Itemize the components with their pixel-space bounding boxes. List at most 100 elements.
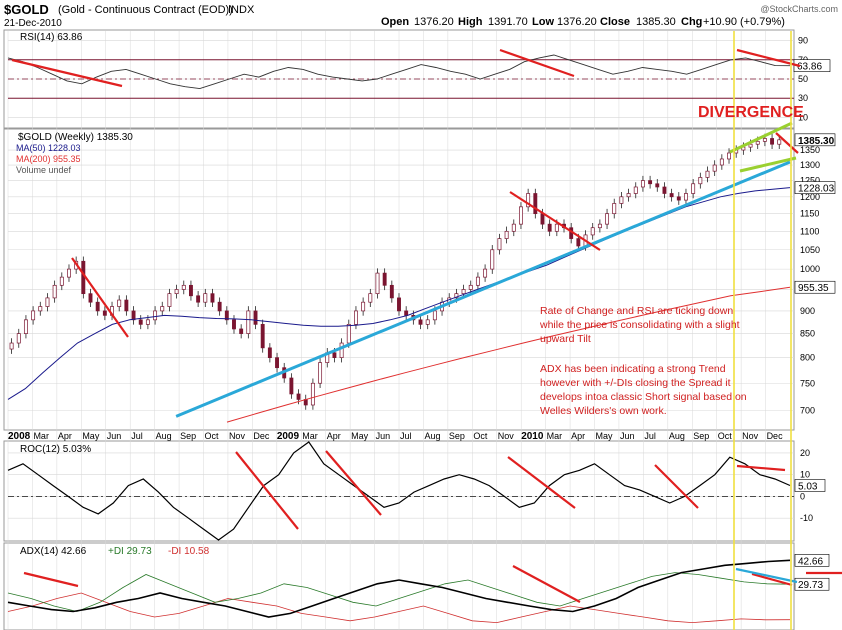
candle-body: [483, 268, 488, 278]
candle-body: [418, 319, 423, 325]
annotation-divergence-line: [509, 191, 601, 251]
candle-body: [389, 284, 394, 299]
annotation-divergence-line: [71, 257, 129, 338]
x-axis-label: Sep: [693, 431, 709, 441]
candle-body: [669, 193, 674, 198]
adx-last-label-box: [794, 554, 830, 567]
annotation-divergence-line: [507, 456, 576, 509]
candle-body: [145, 319, 150, 325]
ohlc-open-label: Open: [381, 16, 409, 28]
annotation-divergence-line: [235, 451, 299, 530]
candle-body: [95, 301, 100, 312]
candle-body: [31, 310, 36, 321]
candle-body: [540, 213, 545, 225]
adx-line: [7, 559, 791, 618]
candle-body: [310, 382, 315, 406]
watermark: @StockCharts.com: [760, 4, 838, 14]
ohlc-close-label: Close: [600, 16, 630, 28]
candle-body: [275, 357, 279, 369]
candle-body: [224, 310, 229, 321]
rsi-last-label-box: [793, 59, 831, 72]
candle-body: [102, 310, 107, 316]
candle-body: [404, 310, 409, 316]
roc-last-label: 5.03: [798, 481, 818, 492]
ohlc-high-label: High: [458, 16, 483, 28]
rsi-title: RSI(14) 63.86: [20, 32, 83, 43]
candle-body: [368, 293, 373, 303]
candle-body: [770, 138, 775, 145]
support-trendline: [175, 160, 791, 418]
candle-body: [23, 319, 28, 334]
candle-body: [9, 342, 14, 350]
ohlc-chg-label: Chg: [681, 16, 702, 28]
candle-body: [648, 180, 653, 185]
x-axis-label: Nov: [498, 431, 515, 441]
candle-body: [748, 143, 753, 148]
candle-body: [361, 301, 366, 312]
candle-body: [267, 347, 272, 358]
candle-body: [160, 306, 165, 312]
annotation-divergence-line: [11, 58, 123, 88]
candle-body: [296, 393, 301, 400]
candle-body: [727, 152, 731, 160]
ohlc-close: 1385.30: [636, 16, 676, 28]
x-axis-label: May: [596, 431, 614, 441]
candle-body: [719, 158, 724, 166]
x-axis-label: 2008: [8, 431, 31, 442]
x-axis-label: Nov: [742, 431, 759, 441]
candle-body: [210, 293, 215, 303]
x-axis-label: Dec: [253, 431, 270, 441]
price-tick-label: 1050: [800, 245, 820, 255]
note2-line2: however with +/-DIs closing the Spread i…: [540, 377, 731, 389]
x-axis-label: Oct: [718, 431, 733, 441]
ohlc-low: 1376.20: [557, 16, 597, 28]
x-axis-label: Apr: [571, 431, 585, 441]
adx-last-label-box: [794, 577, 830, 591]
x-axis-label: Jun: [620, 431, 635, 441]
candle-body: [346, 324, 351, 344]
ohlc-low-label: Low: [532, 16, 554, 28]
candle-body: [712, 164, 717, 172]
candle-body: [124, 299, 129, 312]
candle-body: [626, 193, 631, 198]
price-label-box: [794, 280, 836, 294]
candle-body: [354, 310, 358, 325]
candle-body: [576, 238, 581, 247]
price-tick-label: 1300: [800, 160, 820, 170]
x-axis-label: Jul: [644, 431, 656, 441]
candle-body: [662, 186, 667, 194]
rsi-last-label: 63.86: [797, 62, 822, 73]
x-axis-label: Oct: [205, 431, 220, 441]
price-label: 955.35: [798, 283, 829, 294]
annotation-divergence-line: [775, 132, 799, 154]
candle-body: [425, 319, 430, 325]
candle-body: [153, 310, 158, 321]
x-axis-label: Jun: [376, 431, 391, 441]
price-title: $GOLD (Weekly) 1385.30: [18, 132, 133, 143]
rsi-tick-label: 30: [798, 93, 808, 103]
x-axis-label: Apr: [58, 431, 72, 441]
candle-body: [497, 238, 502, 251]
annotation-divergence-line: [654, 464, 699, 509]
volume-legend: Volume undef: [16, 165, 72, 175]
divergence-label: DIVERGENCE: [698, 104, 804, 121]
x-axis-label: May: [351, 431, 369, 441]
candle-body: [16, 333, 21, 344]
channel-lower-line: [739, 156, 797, 173]
price-label: 1228.03: [798, 184, 835, 195]
x-axis-label: Mar: [302, 431, 318, 441]
x-axis-label: Mar: [547, 431, 563, 441]
annotation-divergence-line: [325, 450, 382, 516]
roc-line: [7, 441, 791, 541]
rsi-tick-label: 10: [798, 112, 808, 122]
annotation-divergence-line: [736, 48, 801, 68]
price-label-box: [794, 133, 836, 147]
candle-body: [38, 306, 43, 312]
candle-body: [691, 183, 696, 194]
candle-body: [468, 284, 473, 290]
minusdi-legend: -DI 10.58: [168, 546, 210, 557]
chart-date: 21-Dec-2010: [4, 18, 62, 29]
price-tick-label: 1250: [800, 176, 820, 186]
x-axis-label: Aug: [669, 431, 685, 441]
price-tick-label: 900: [800, 306, 815, 316]
